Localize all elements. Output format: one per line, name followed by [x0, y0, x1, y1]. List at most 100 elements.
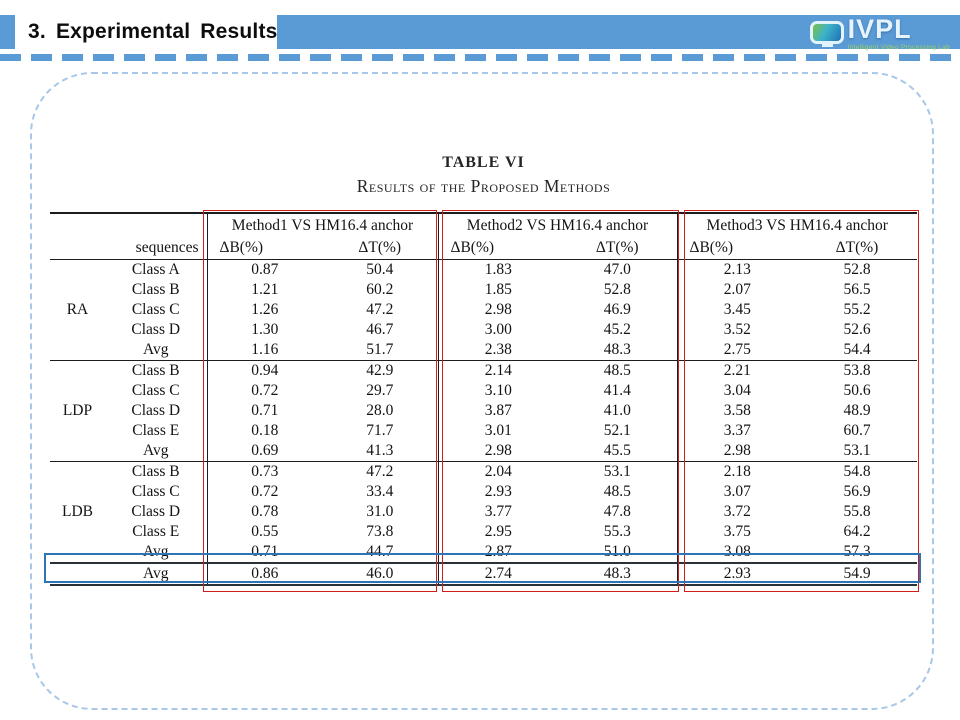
- table-row: Class D 0.71 28.0 3.87 41.0 3.58 48.9: [50, 400, 917, 421]
- method-header-row: Method1 VS HM16.4 anchor Method2 VS HM16…: [50, 212, 917, 237]
- value-cell: 3.72: [676, 501, 797, 522]
- page-title: 3. Experimental Results: [28, 20, 278, 43]
- sequence-cell: Class B: [131, 361, 180, 379]
- delta-t-header: ΔT(%): [558, 237, 677, 260]
- value-cell: 1.30: [206, 319, 322, 340]
- value-cell: 0.87: [206, 259, 322, 280]
- value-cell: 46.9: [603, 300, 631, 318]
- value-cell: 0.71: [206, 400, 322, 421]
- title-accent-square: [0, 15, 15, 49]
- value-cell: 0.72: [206, 481, 322, 502]
- value-cell: 33.4: [366, 482, 394, 500]
- sequence-cell: Class D: [131, 401, 181, 419]
- delta-b-header: ΔB(%): [206, 237, 322, 260]
- value-cell: 3.87: [437, 400, 558, 421]
- value-cell: 54.4: [843, 340, 871, 358]
- value-cell: 2.21: [676, 360, 797, 381]
- value-cell: 48.3: [558, 561, 677, 586]
- value-cell: 53.1: [603, 462, 631, 480]
- header-dashed-divider: [0, 54, 960, 61]
- table-row: Class C 0.72 33.4 2.93 48.5 3.07 56.9: [50, 481, 917, 502]
- method2-header: Method2 VS HM16.4 anchor: [437, 212, 677, 237]
- row-group-label: RA: [66, 300, 89, 318]
- value-cell: 54.9: [797, 561, 917, 586]
- table-caption-title: Results of the Proposed Methods: [356, 176, 611, 196]
- value-cell: 2.74: [437, 561, 558, 586]
- value-cell: 46.0: [322, 561, 438, 586]
- value-cell: 51.7: [366, 340, 394, 358]
- value-cell: 44.7: [366, 542, 394, 560]
- table-row: Avg 1.16 51.7 2.38 48.3 2.75 54.4: [50, 339, 917, 360]
- value-cell: 0.73: [206, 461, 322, 482]
- logo-caption: Intelligent Video Processing Lab: [847, 44, 950, 51]
- value-cell: 0.55: [206, 521, 322, 542]
- value-cell: 3.45: [676, 299, 797, 320]
- value-cell: 0.69: [206, 440, 322, 461]
- value-cell: 47.2: [366, 462, 394, 480]
- logo-name: IVPL: [847, 14, 912, 44]
- value-cell: 41.4: [603, 381, 631, 399]
- value-cell: 52.8: [603, 280, 631, 298]
- sequence-cell: Avg: [142, 340, 169, 358]
- value-cell: 41.0: [603, 401, 631, 419]
- value-cell: 47.2: [366, 300, 394, 318]
- value-cell: 55.2: [843, 300, 871, 318]
- value-cell: 1.26: [206, 299, 322, 320]
- value-cell: 0.94: [206, 360, 322, 381]
- value-cell: 60.7: [843, 421, 871, 439]
- value-cell: 1.16: [206, 339, 322, 360]
- sequence-cell: Class E: [132, 421, 180, 439]
- value-cell: 50.6: [843, 381, 871, 399]
- table-caption-number: TABLE VI: [442, 154, 525, 171]
- row-group-label: LDP: [62, 401, 93, 419]
- table-row: LDB Class B 0.73 47.2 2.04 53.1 2.18 54.8: [50, 461, 917, 520]
- value-cell: 3.07: [676, 481, 797, 502]
- value-cell: 2.14: [437, 360, 558, 381]
- value-cell: 64.2: [843, 522, 871, 540]
- sequence-cell: Class C: [131, 381, 180, 399]
- empty-header-cell: [50, 212, 207, 237]
- table-row: Class C 1.26 47.2 2.98 46.9 3.45 55.2: [50, 299, 917, 320]
- sequence-cell: Avg: [142, 441, 169, 459]
- value-cell: 3.58: [676, 400, 797, 421]
- value-cell: 2.98: [676, 440, 797, 461]
- value-cell: 48.5: [603, 361, 631, 379]
- value-cell: 3.01: [437, 420, 558, 441]
- column-header-row: sequences ΔB(%) ΔT(%) ΔB(%) ΔT(%) ΔB(%) …: [50, 237, 917, 260]
- value-cell: 2.07: [676, 279, 797, 300]
- method1-header: Method1 VS HM16.4 anchor: [206, 212, 438, 237]
- value-cell: 53.1: [843, 441, 871, 459]
- table-row: Class C 0.72 29.7 3.10 41.4 3.04 50.6: [50, 380, 917, 401]
- value-cell: 1.21: [206, 279, 322, 300]
- value-cell: 55.3: [603, 522, 631, 540]
- sequence-cell: Avg: [50, 561, 207, 586]
- value-cell: 48.3: [603, 340, 631, 358]
- value-cell: 55.8: [843, 502, 871, 520]
- value-cell: 73.8: [366, 522, 394, 540]
- value-cell: 0.78: [206, 501, 322, 522]
- table-row: LDP Class B 0.94 42.9 2.14 48.5 2.21 53.8: [50, 360, 917, 419]
- sequence-cell: Class B: [131, 462, 180, 480]
- table-group-ldp: LDP Class B 0.94 42.9 2.14 48.5 2.21 53.8 Class …: [50, 360, 917, 461]
- sequence-cell: Class D: [131, 502, 181, 520]
- value-cell: 3.75: [676, 521, 797, 542]
- value-cell: 46.7: [366, 320, 394, 338]
- sequence-cell: Class C: [131, 482, 180, 500]
- table-row: Class B 1.21 60.2 1.85 52.8 2.07 56.5: [50, 279, 917, 300]
- value-cell: 45.5: [603, 441, 631, 459]
- value-cell: 53.8: [843, 361, 871, 379]
- value-cell: 71.7: [366, 421, 394, 439]
- value-cell: 50.4: [366, 260, 394, 278]
- value-cell: 2.13: [676, 259, 797, 280]
- value-cell: 57.3: [843, 542, 871, 560]
- value-cell: 45.2: [603, 320, 631, 338]
- table-group-ra: RA Class A 0.87 50.4 1.83 47.0 2.13 52.8 Class B…: [50, 259, 917, 360]
- results-table: Method1 VS HM16.4 anchor Method2 VS HM16…: [50, 212, 917, 586]
- value-cell: 31.0: [366, 502, 394, 520]
- table-row: Class E 0.18 71.7 3.01 52.1 3.37 60.7: [50, 420, 917, 441]
- value-cell: 2.87: [437, 541, 558, 563]
- sequences-header: sequences: [50, 237, 207, 260]
- table-row: Class D 0.78 31.0 3.77 47.8 3.72 55.8: [50, 501, 917, 522]
- value-cell: 42.9: [366, 361, 394, 379]
